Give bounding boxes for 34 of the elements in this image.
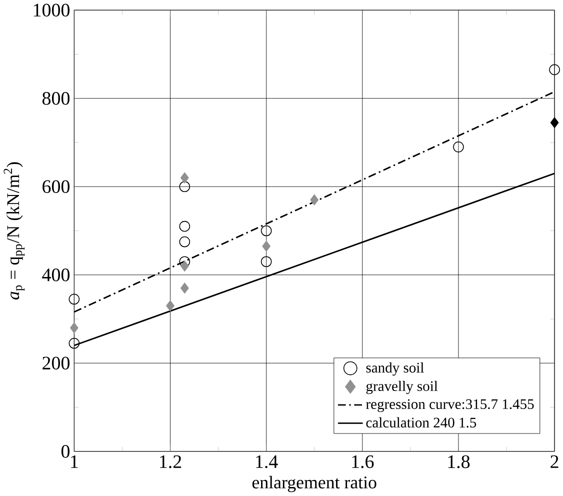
x-tick-label: 2 [550,455,558,468]
legend-label: sandy soil [366,362,424,376]
y-tick-label: 1000 [34,4,70,17]
x-tick-label: 1.4 [256,455,278,468]
x-tick-label: 1.6 [352,455,374,468]
y-tick-label: 600 [42,180,70,194]
x-tick-label: 1 [71,455,78,468]
point [180,172,189,184]
point [70,322,78,334]
point [179,236,190,248]
point [453,142,464,152]
x-axis-title: enlargement ratio [252,476,376,492]
point [179,220,190,232]
point [310,194,319,206]
point [179,181,190,192]
y-tick-label: 0 [61,445,70,458]
point [180,282,189,294]
point [262,240,270,252]
point [166,300,174,312]
y-tick-label: 400 [42,268,70,282]
y-tick-label: 800 [42,92,70,105]
legend-label: gravelly soil [366,380,438,394]
legend-label: calculation 240 1.5 [366,417,476,428]
point [549,64,560,76]
x-tick-label: 1.2 [160,455,182,468]
legend-label: regression curve:315.7 1.455 [366,399,534,412]
point [68,338,80,349]
point [180,260,189,272]
point [260,256,272,268]
y-tick-label: 200 [42,356,70,370]
point [68,294,80,305]
y-axis-title: a$_{p}$ = q$_{pp}$/N (kN/m$^{2}$) [4,162,25,300]
x-tick-label: 1.8 [448,455,470,468]
point [260,225,272,236]
